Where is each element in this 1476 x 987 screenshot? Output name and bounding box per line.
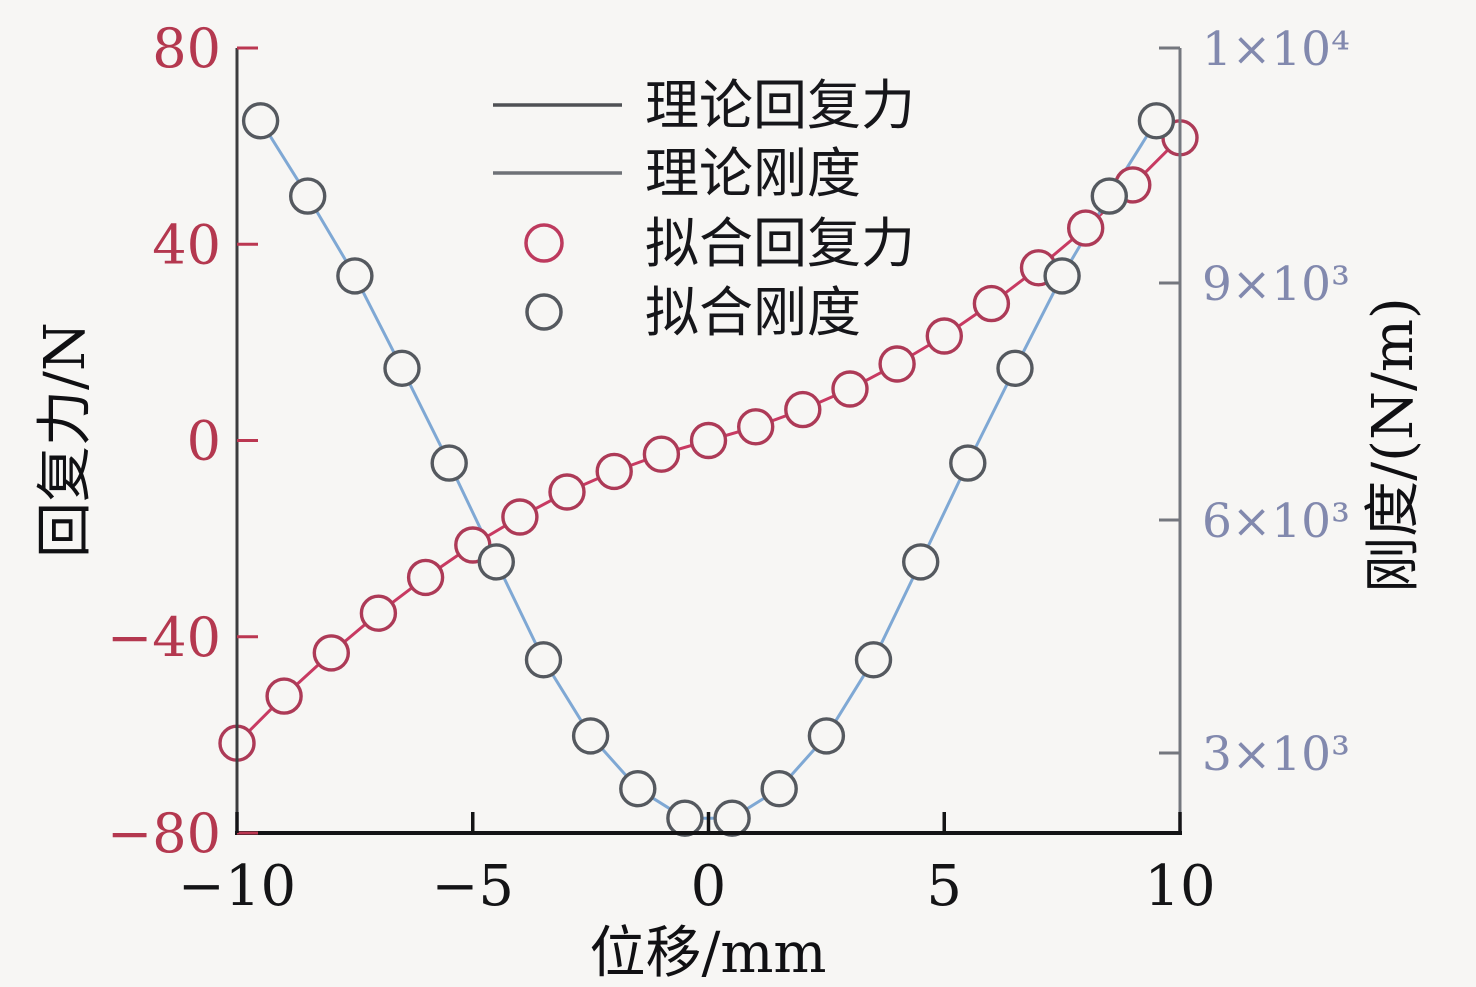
data-point-marker <box>807 717 846 755</box>
data-point-marker <box>571 717 610 755</box>
data-point-marker <box>548 473 586 511</box>
data-point-marker <box>831 370 869 408</box>
y-left-tick-label: 40 <box>152 213 221 276</box>
y-right-tick-label: 9×10³ <box>1202 257 1350 312</box>
data-point-marker <box>878 345 916 383</box>
x-tick-label: −5 <box>431 854 514 919</box>
data-point-marker <box>312 634 350 672</box>
y-left-tick-label: 80 <box>152 17 221 80</box>
data-point-marker <box>972 284 1011 323</box>
y-left-tick-label: 0 <box>187 410 221 473</box>
data-point-marker <box>902 543 940 581</box>
data-point-marker <box>619 770 657 808</box>
legend-label-fitted-force: 拟合回复力 <box>645 212 915 275</box>
legend-item-fitted-stiffness: 拟合刚度 <box>525 281 861 344</box>
series-拟合刚度 <box>241 102 1176 837</box>
data-point-marker <box>784 390 822 429</box>
series-layer <box>218 102 1199 837</box>
data-point-marker <box>241 102 280 140</box>
axes-layer: 80 40 0 −40 −80−10 −5 0 5 10 1×10⁴ 9×10³ 6×10³ 3×10³ <box>107 17 1350 919</box>
data-point-marker <box>383 349 421 387</box>
data-point-marker <box>1066 209 1105 247</box>
y-right-tick-label: 6×10³ <box>1202 494 1350 549</box>
legend-label-fitted-stiffness: 拟合刚度 <box>645 281 861 344</box>
data-point-marker <box>1043 257 1081 295</box>
data-point-marker <box>925 317 963 355</box>
x-axis-title: 位移/mm <box>589 921 826 986</box>
data-point-marker <box>336 257 374 295</box>
legend-label-theoretical-stiffness: 理论刚度 <box>645 142 861 205</box>
data-point-marker <box>477 543 515 581</box>
legend-item-fitted-force: 拟合回复力 <box>524 212 915 275</box>
data-point-marker <box>406 558 445 597</box>
data-point-marker <box>642 435 681 473</box>
data-point-marker <box>595 452 633 491</box>
y-left-tick-label: −40 <box>107 606 221 669</box>
data-point-marker <box>666 799 704 837</box>
x-tick-label: 10 <box>1144 854 1215 919</box>
y-axis-left-title: 回复力/N <box>33 322 98 558</box>
data-point-marker <box>689 421 728 460</box>
y-axis-right-title: 刚度/(N/m) <box>1361 297 1426 593</box>
x-tick-label: 5 <box>926 854 962 919</box>
x-tick-label: −10 <box>178 854 296 919</box>
data-point-marker <box>501 498 539 536</box>
data-point-marker <box>760 770 798 808</box>
data-point-marker <box>430 444 468 482</box>
data-point-marker <box>289 177 327 215</box>
y-left-tick-label: −80 <box>107 802 221 865</box>
data-point-marker <box>996 349 1034 387</box>
legend-label-theoretical-force: 理论回复力 <box>645 74 915 137</box>
data-point-marker <box>713 799 751 837</box>
fitted-stiffness-marker-sample <box>525 293 563 331</box>
legend: 理论回复力 理论刚度 拟合回复力 拟合刚度 <box>493 74 915 344</box>
data-point-marker <box>949 444 987 482</box>
data-point-marker <box>1137 102 1176 140</box>
data-point-marker <box>854 641 893 679</box>
data-point-marker <box>1090 177 1129 215</box>
legend-item-theoretical-force: 理论回复力 <box>493 74 915 137</box>
y-right-tick-label: 1×10⁴ <box>1202 22 1350 77</box>
x-tick-label: 0 <box>691 854 727 919</box>
data-point-marker <box>737 408 775 446</box>
data-point-marker <box>265 677 303 715</box>
y-right-tick-label: 3×10³ <box>1202 727 1350 782</box>
legend-item-theoretical-stiffness: 理论刚度 <box>493 142 861 205</box>
data-point-marker <box>359 594 398 632</box>
fitted-force-marker-sample <box>524 223 564 263</box>
data-point-marker <box>524 641 563 679</box>
